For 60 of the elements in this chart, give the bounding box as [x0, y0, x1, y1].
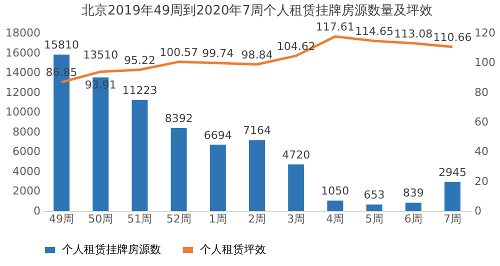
x-tick-label: 3周	[287, 212, 306, 226]
legend-label: 个人租赁坪效	[200, 243, 266, 256]
y-tick-label: 4000	[12, 164, 40, 178]
data-label: 1050	[321, 184, 350, 198]
data-label: 95.22	[124, 54, 156, 67]
y-tick-label: 10000	[6, 106, 40, 119]
y-tick-label: 2000	[12, 184, 40, 198]
data-label: 4720	[282, 148, 310, 162]
bar	[132, 100, 148, 211]
x-tick-label: 7周	[443, 212, 462, 226]
x-tick-label: 6周	[404, 212, 422, 226]
chart-title: 北京2019年49周到2020年7周个人租赁挂牌房源数量及坪效	[82, 2, 432, 19]
data-label: 110.66	[433, 30, 472, 44]
data-label: 99.74	[202, 47, 234, 60]
x-tick-label: 51周	[127, 212, 152, 226]
y2-tick-label: 120	[474, 26, 496, 40]
data-label: 114.65	[355, 24, 394, 38]
bar	[405, 202, 422, 211]
y2-tick-label: 60	[474, 116, 488, 128]
data-label: 100.57	[160, 46, 198, 59]
data-label: 8392	[164, 112, 193, 126]
y-tick-label: 12000	[6, 86, 40, 99]
bar	[249, 140, 265, 211]
y2-tick-label: 100	[474, 56, 496, 70]
bar	[327, 200, 344, 211]
y-tick-label: 14000	[6, 66, 40, 80]
y-tick-label: 0	[34, 204, 40, 218]
bar	[288, 164, 304, 211]
bar	[444, 182, 460, 211]
x-tick-label: 2周	[248, 212, 266, 226]
x-tick-label: 4周	[326, 212, 344, 226]
y-tick-label: 18000	[6, 26, 40, 40]
data-label: 13510	[83, 48, 118, 62]
y-tick-label: 8000	[12, 125, 40, 138]
data-label: 15810	[44, 38, 80, 52]
legend-label: 个人租赁挂牌房源数	[62, 243, 161, 256]
data-label: 653	[364, 188, 385, 202]
data-label: 11223	[122, 84, 158, 98]
bar	[210, 144, 226, 211]
x-tick-label: 50周	[88, 212, 114, 226]
x-tick-label: 5周	[365, 212, 384, 226]
data-label: 839	[402, 186, 424, 200]
x-tick-label: 49周	[49, 212, 74, 226]
y2-tick-label: 80	[474, 86, 488, 99]
y2-tick-label: 20	[474, 174, 488, 188]
y2-tick-label: 0	[474, 204, 482, 218]
x-tick-label: 1周	[208, 212, 227, 226]
data-label: 2945	[438, 166, 466, 179]
data-label: 104.62	[276, 40, 316, 53]
data-label: 113.08	[394, 27, 433, 40]
bar	[366, 204, 382, 211]
bar	[170, 128, 187, 211]
data-label: 7164	[243, 124, 271, 138]
y-tick-label: 16000	[6, 46, 40, 60]
y-tick-label: 6000	[12, 145, 40, 158]
data-label: 117.61	[316, 20, 354, 34]
y2-tick-label: 40	[474, 145, 488, 158]
x-tick-label: 52周	[166, 212, 192, 226]
data-label: 6694	[204, 128, 232, 142]
data-label: 98.84	[241, 48, 273, 62]
